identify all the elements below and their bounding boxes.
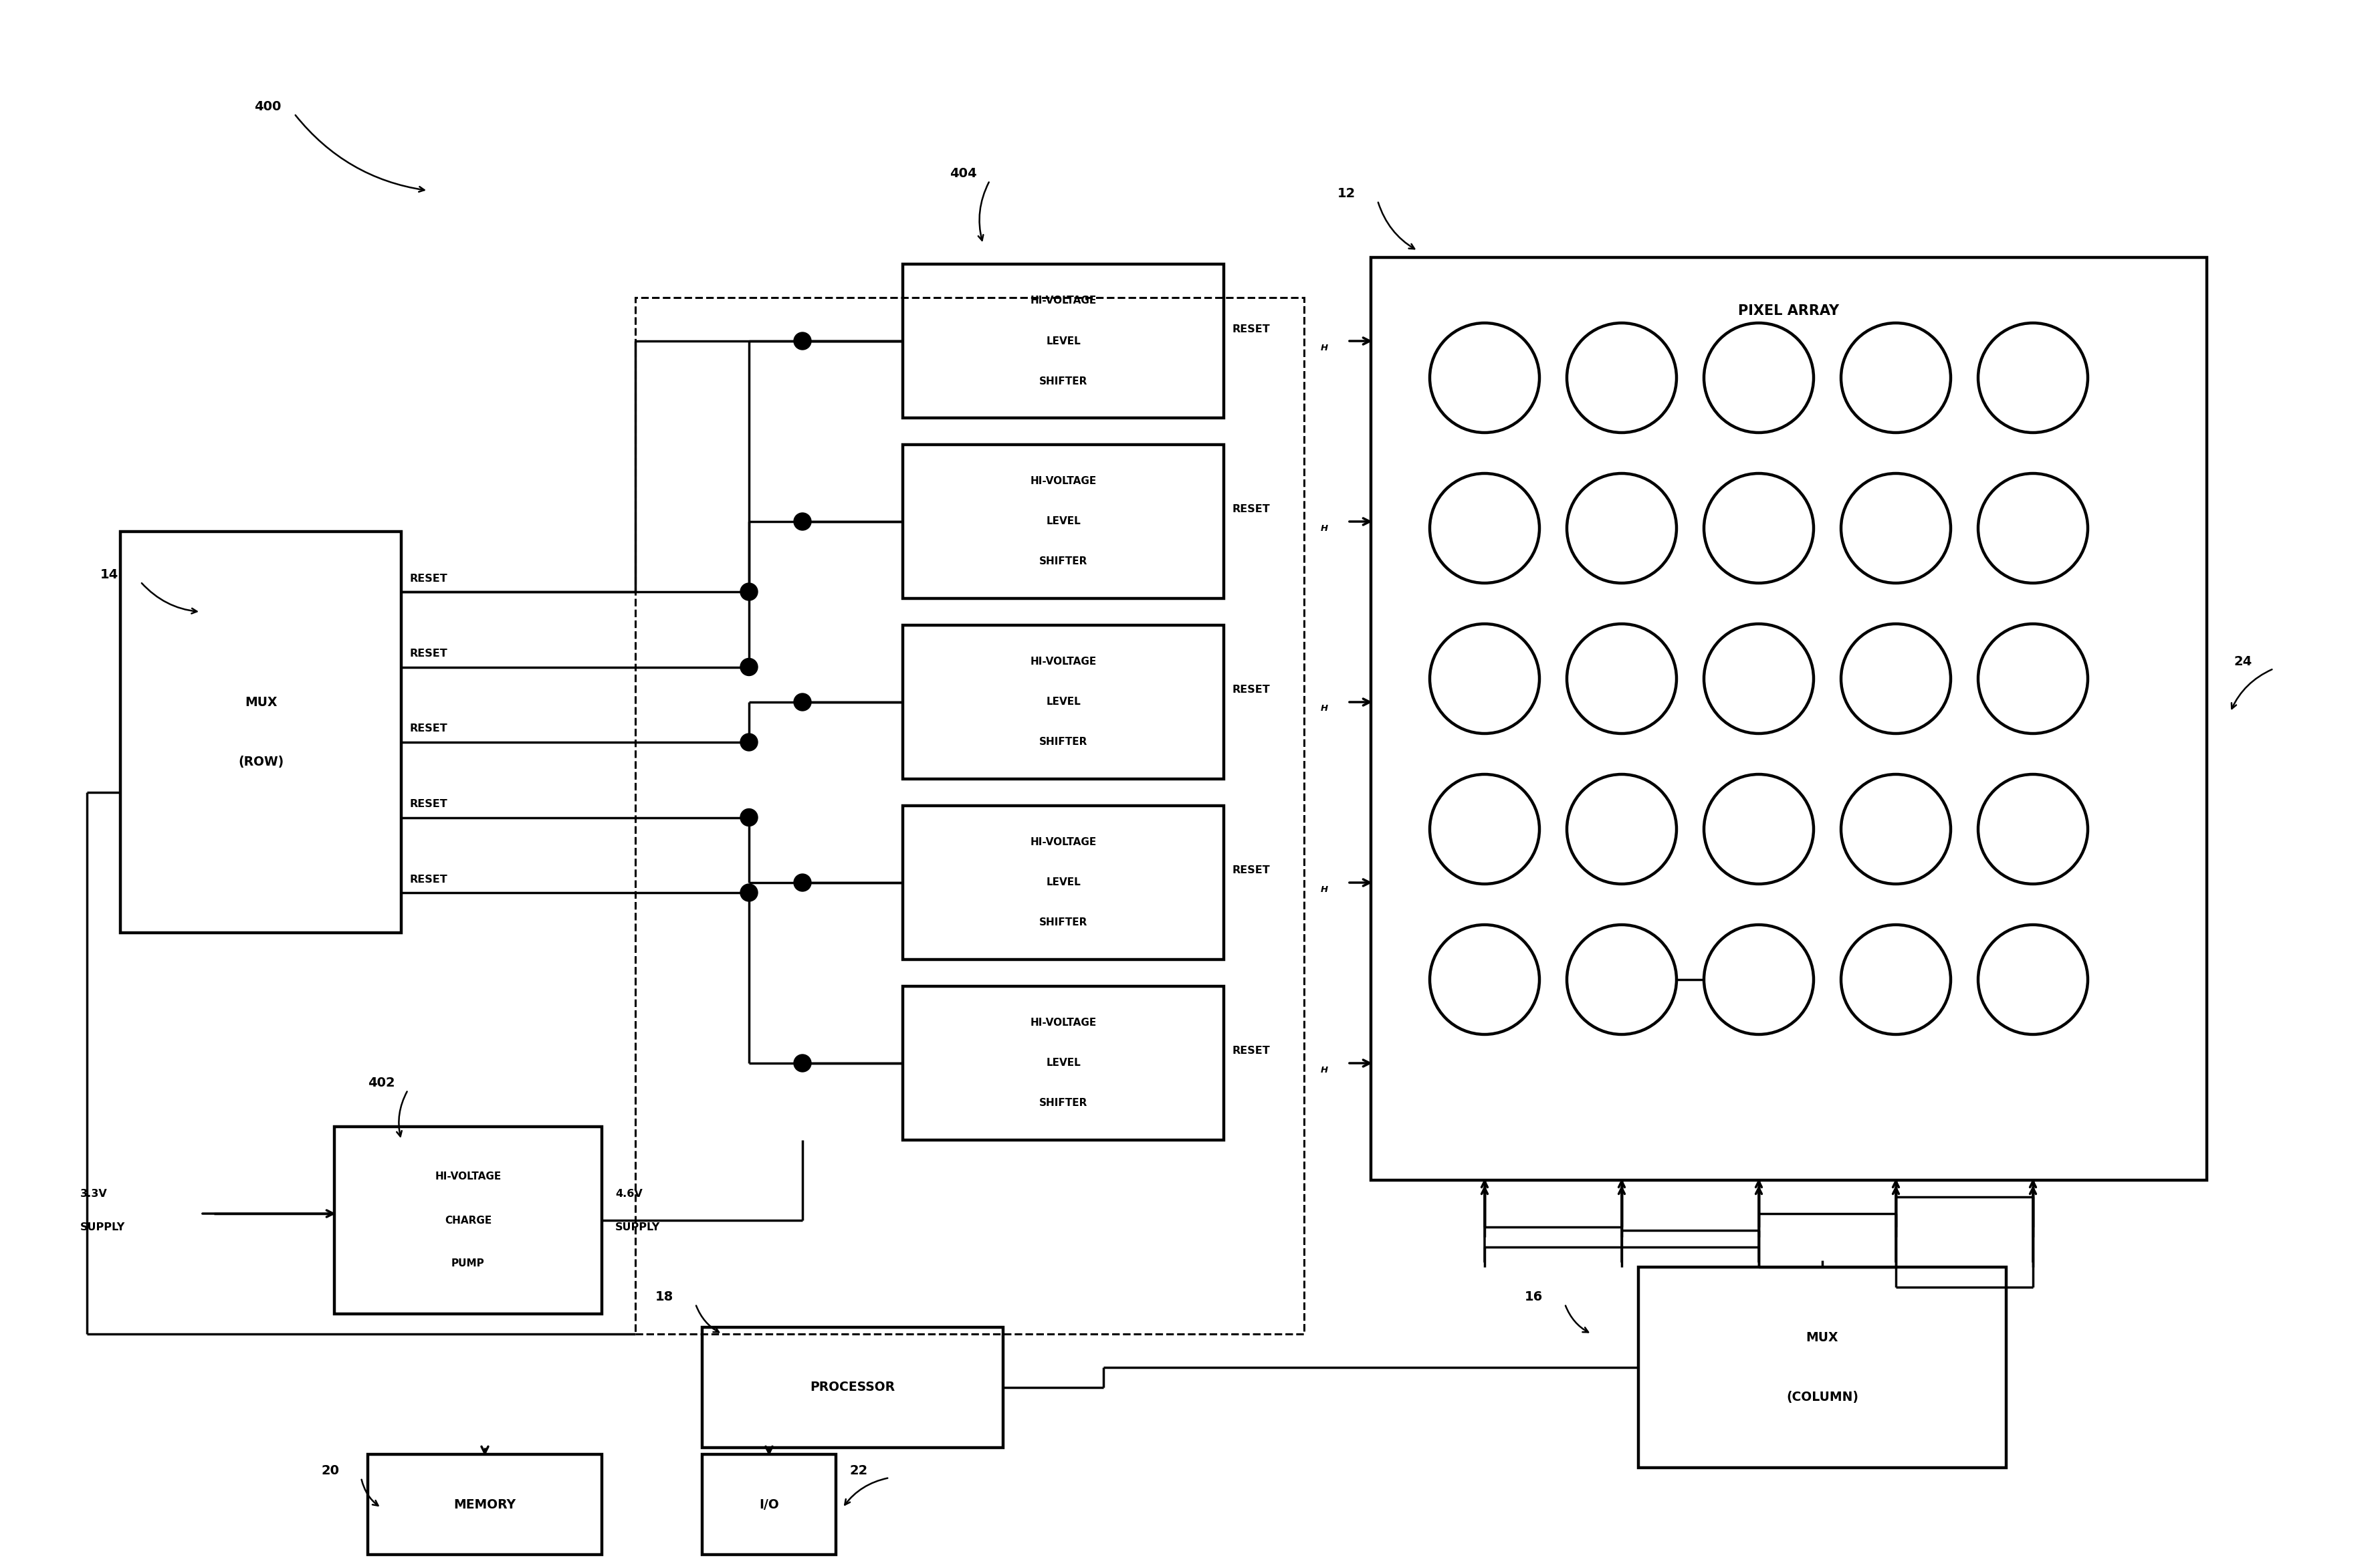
Text: 24: 24 <box>2234 655 2251 668</box>
Text: SUPPLY: SUPPLY <box>614 1223 659 1232</box>
Text: H: H <box>1321 704 1328 713</box>
Circle shape <box>740 884 757 902</box>
Bar <box>904 986 1224 1140</box>
Text: H: H <box>1321 524 1328 533</box>
Text: LEVEL: LEVEL <box>1046 698 1082 707</box>
Circle shape <box>795 332 811 350</box>
Bar <box>334 1127 602 1314</box>
Text: RESET: RESET <box>410 724 448 734</box>
Text: RESET: RESET <box>1231 325 1269 334</box>
Text: LEVEL: LEVEL <box>1046 336 1082 347</box>
Text: 22: 22 <box>849 1465 868 1477</box>
Bar <box>904 445 1224 599</box>
Text: SHIFTER: SHIFTER <box>1039 376 1086 386</box>
Circle shape <box>795 513 811 530</box>
Text: 20: 20 <box>320 1465 339 1477</box>
Bar <box>904 263 1224 419</box>
Circle shape <box>740 659 757 676</box>
Text: 18: 18 <box>655 1290 674 1303</box>
Text: MUX: MUX <box>1805 1331 1838 1344</box>
Text: SUPPLY: SUPPLY <box>81 1223 126 1232</box>
Bar <box>368 1455 602 1554</box>
Text: SHIFTER: SHIFTER <box>1039 737 1086 748</box>
Text: 3.3V: 3.3V <box>81 1189 107 1200</box>
Text: CHARGE: CHARGE <box>444 1215 491 1225</box>
Text: 12: 12 <box>1338 187 1357 201</box>
Text: H: H <box>1321 343 1328 353</box>
Text: RESET: RESET <box>1231 505 1269 514</box>
Text: PUMP: PUMP <box>451 1259 484 1269</box>
Circle shape <box>740 734 757 751</box>
Text: MUX: MUX <box>244 696 278 709</box>
Text: 16: 16 <box>1525 1290 1542 1303</box>
Bar <box>1639 1267 2007 1468</box>
Text: 14: 14 <box>100 568 119 582</box>
Text: (COLUMN): (COLUMN) <box>1786 1391 1857 1403</box>
Text: SHIFTER: SHIFTER <box>1039 557 1086 566</box>
Text: RESET: RESET <box>1231 685 1269 695</box>
Circle shape <box>795 1054 811 1073</box>
Text: 404: 404 <box>949 168 977 180</box>
Text: LEVEL: LEVEL <box>1046 878 1082 887</box>
Text: RESET: RESET <box>410 649 448 659</box>
Bar <box>1371 257 2206 1181</box>
Text: RESET: RESET <box>1231 1046 1269 1057</box>
Bar <box>636 298 1305 1334</box>
Text: RESET: RESET <box>1231 866 1269 875</box>
Text: RESET: RESET <box>410 875 448 884</box>
Bar <box>904 626 1224 779</box>
Text: PIXEL ARRAY: PIXEL ARRAY <box>1739 304 1838 318</box>
Text: HI-VOLTAGE: HI-VOLTAGE <box>1029 296 1096 306</box>
Circle shape <box>795 873 811 891</box>
Text: RESET: RESET <box>410 574 448 583</box>
Text: H: H <box>1321 1066 1328 1074</box>
Circle shape <box>740 583 757 601</box>
Text: 402: 402 <box>368 1077 396 1090</box>
Text: SHIFTER: SHIFTER <box>1039 917 1086 928</box>
Bar <box>121 532 401 933</box>
Text: 4.6V: 4.6V <box>614 1189 643 1200</box>
Text: I/O: I/O <box>759 1497 778 1512</box>
Text: HI-VOLTAGE: HI-VOLTAGE <box>1029 837 1096 848</box>
Circle shape <box>740 809 757 826</box>
Bar <box>904 806 1224 960</box>
Text: HI-VOLTAGE: HI-VOLTAGE <box>1029 1018 1096 1029</box>
Text: HI-VOLTAGE: HI-VOLTAGE <box>1029 477 1096 486</box>
Text: HI-VOLTAGE: HI-VOLTAGE <box>1029 657 1096 666</box>
Text: H: H <box>1321 884 1328 894</box>
Bar <box>702 1327 1003 1447</box>
Text: PROCESSOR: PROCESSOR <box>811 1381 894 1394</box>
Text: (ROW): (ROW) <box>237 756 285 768</box>
Text: LEVEL: LEVEL <box>1046 516 1082 527</box>
Bar <box>702 1455 835 1554</box>
Text: 400: 400 <box>254 100 282 113</box>
Text: RESET: RESET <box>410 800 448 809</box>
Text: MEMORY: MEMORY <box>453 1497 517 1512</box>
Text: HI-VOLTAGE: HI-VOLTAGE <box>434 1171 500 1182</box>
Text: SHIFTER: SHIFTER <box>1039 1098 1086 1109</box>
Circle shape <box>795 693 811 710</box>
Text: LEVEL: LEVEL <box>1046 1058 1082 1068</box>
